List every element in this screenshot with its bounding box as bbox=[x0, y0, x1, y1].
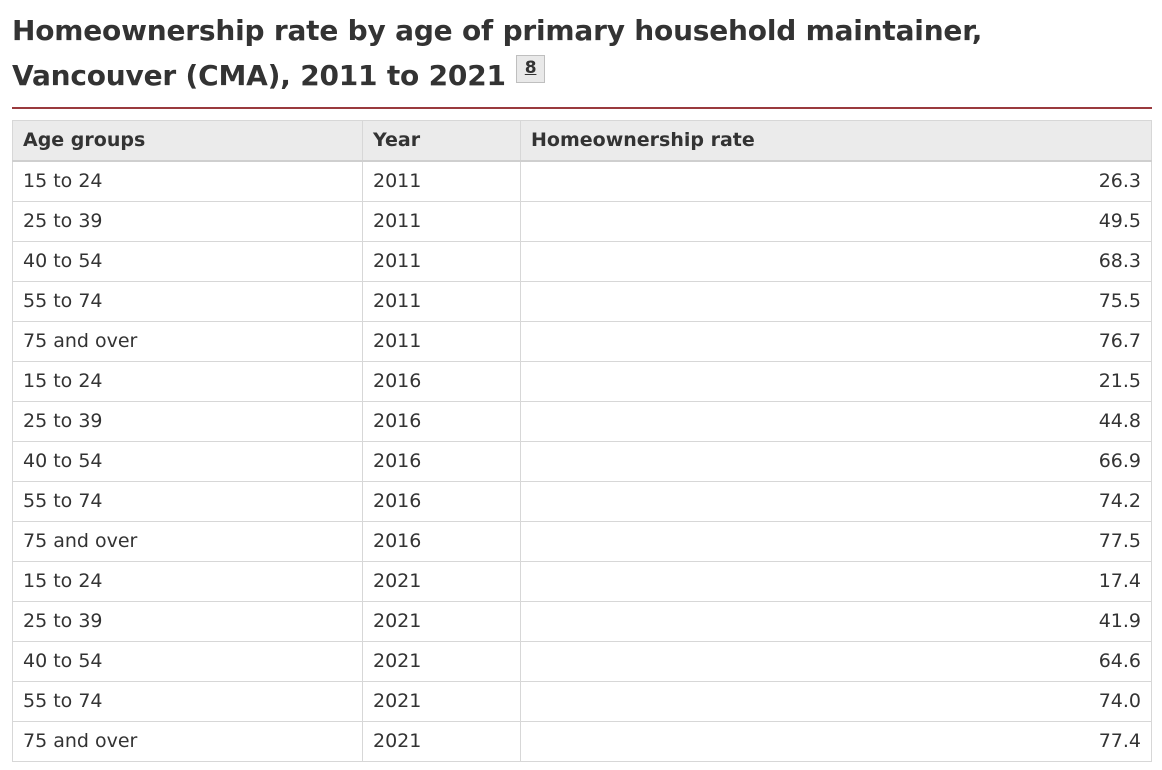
table-header-row: Age groups Year Homeownership rate bbox=[12, 120, 1152, 162]
cell-age-group: 15 to 24 bbox=[12, 361, 363, 402]
table-body: 15 to 24 2011 26.3 25 to 39 2011 49.5 40… bbox=[12, 160, 1152, 762]
column-header-homeownership-rate: Homeownership rate bbox=[520, 120, 1152, 162]
data-table: Age groups Year Homeownership rate 15 to… bbox=[12, 120, 1152, 762]
column-header-year: Year bbox=[362, 120, 521, 162]
cell-year: 2011 bbox=[362, 241, 521, 282]
cell-rate: 74.0 bbox=[520, 681, 1152, 722]
cell-age-group: 55 to 74 bbox=[12, 281, 363, 322]
title-accent-rule bbox=[12, 107, 1152, 109]
cell-age-group: 40 to 54 bbox=[12, 641, 363, 682]
table-header: Age groups Year Homeownership rate bbox=[12, 120, 1152, 162]
cell-rate: 17.4 bbox=[520, 561, 1152, 602]
table-row: 25 to 39 2021 41.9 bbox=[12, 601, 1152, 642]
cell-rate: 26.3 bbox=[520, 160, 1152, 202]
cell-rate: 76.7 bbox=[520, 321, 1152, 362]
cell-rate: 49.5 bbox=[520, 201, 1152, 242]
cell-rate: 77.5 bbox=[520, 521, 1152, 562]
page-title-line2: Vancouver (CMA), 2011 to 2021 bbox=[12, 59, 506, 92]
table-row: 75 and over 2021 77.4 bbox=[12, 721, 1152, 762]
cell-rate: 41.9 bbox=[520, 601, 1152, 642]
cell-year: 2021 bbox=[362, 681, 521, 722]
table-row: 75 and over 2016 77.5 bbox=[12, 521, 1152, 562]
cell-age-group: 55 to 74 bbox=[12, 481, 363, 522]
table-row: 55 to 74 2011 75.5 bbox=[12, 281, 1152, 322]
table-row: 40 to 54 2016 66.9 bbox=[12, 441, 1152, 482]
cell-age-group: 40 to 54 bbox=[12, 241, 363, 282]
cell-rate: 21.5 bbox=[520, 361, 1152, 402]
cell-rate: 77.4 bbox=[520, 721, 1152, 762]
page-title-line1: Homeownership rate by age of primary hou… bbox=[12, 14, 983, 47]
table-row: 25 to 39 2011 49.5 bbox=[12, 201, 1152, 242]
cell-year: 2021 bbox=[362, 721, 521, 762]
cell-age-group: 25 to 39 bbox=[12, 601, 363, 642]
cell-age-group: 75 and over bbox=[12, 721, 363, 762]
cell-rate: 44.8 bbox=[520, 401, 1152, 442]
table-row: 25 to 39 2016 44.8 bbox=[12, 401, 1152, 442]
cell-rate: 68.3 bbox=[520, 241, 1152, 282]
cell-year: 2021 bbox=[362, 561, 521, 602]
cell-age-group: 55 to 74 bbox=[12, 681, 363, 722]
cell-year: 2016 bbox=[362, 401, 521, 442]
table-row: 15 to 24 2021 17.4 bbox=[12, 561, 1152, 602]
cell-age-group: 25 to 39 bbox=[12, 201, 363, 242]
cell-age-group: 75 and over bbox=[12, 521, 363, 562]
footnote-8-link[interactable]: 8 bbox=[515, 55, 546, 83]
table-row: 15 to 24 2016 21.5 bbox=[12, 361, 1152, 402]
column-header-age-groups: Age groups bbox=[12, 120, 363, 162]
cell-age-group: 75 and over bbox=[12, 321, 363, 362]
table-row: 40 to 54 2021 64.6 bbox=[12, 641, 1152, 682]
table-row: 55 to 74 2016 74.2 bbox=[12, 481, 1152, 522]
cell-year: 2016 bbox=[362, 481, 521, 522]
cell-rate: 74.2 bbox=[520, 481, 1152, 522]
table-row: 40 to 54 2011 68.3 bbox=[12, 241, 1152, 282]
cell-year: 2016 bbox=[362, 361, 521, 402]
cell-rate: 66.9 bbox=[520, 441, 1152, 482]
cell-age-group: 25 to 39 bbox=[12, 401, 363, 442]
cell-rate: 64.6 bbox=[520, 641, 1152, 682]
cell-rate: 75.5 bbox=[520, 281, 1152, 322]
cell-year: 2011 bbox=[362, 321, 521, 362]
cell-year: 2021 bbox=[362, 641, 521, 682]
cell-year: 2016 bbox=[362, 441, 521, 482]
cell-year: 2021 bbox=[362, 601, 521, 642]
cell-year: 2016 bbox=[362, 521, 521, 562]
cell-age-group: 40 to 54 bbox=[12, 441, 363, 482]
page-title: Homeownership rate by age of primary hou… bbox=[12, 8, 1152, 98]
table-row: 75 and over 2011 76.7 bbox=[12, 321, 1152, 362]
cell-age-group: 15 to 24 bbox=[12, 561, 363, 602]
cell-age-group: 15 to 24 bbox=[12, 160, 363, 202]
cell-year: 2011 bbox=[362, 160, 521, 202]
cell-year: 2011 bbox=[362, 201, 521, 242]
table-row: 15 to 24 2011 26.3 bbox=[12, 160, 1152, 202]
cell-year: 2011 bbox=[362, 281, 521, 322]
table-row: 55 to 74 2021 74.0 bbox=[12, 681, 1152, 722]
